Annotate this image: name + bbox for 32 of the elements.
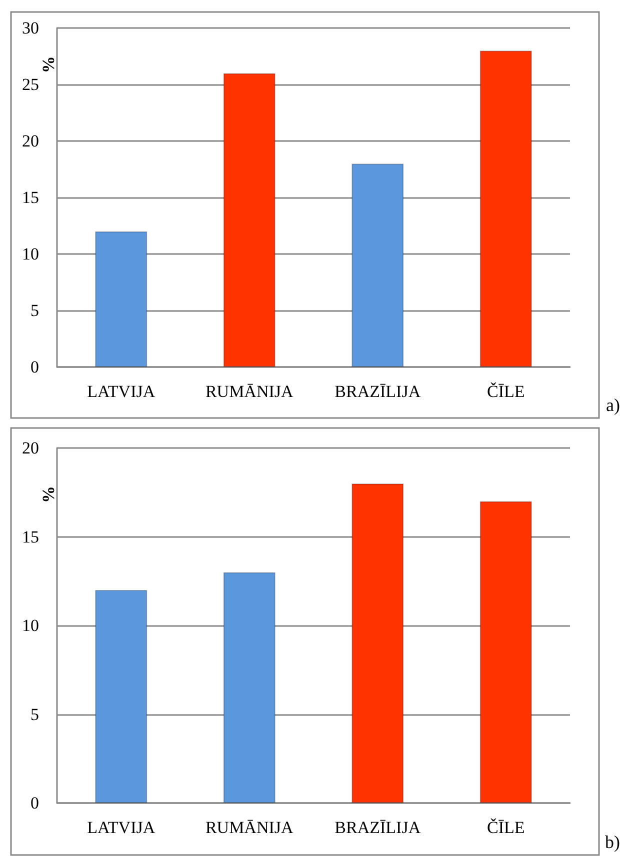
y-tick-label: 5 — [30, 704, 39, 724]
y-tick-label: 0 — [30, 794, 39, 812]
y-tick-label: 10 — [22, 616, 39, 635]
bar — [95, 231, 148, 367]
x-tick-label: LATVIJA — [87, 818, 156, 837]
y-tick-label: 20 — [22, 132, 39, 150]
bar — [480, 501, 532, 803]
bar — [480, 50, 532, 367]
x-tick-label: BRAZĪLIJA — [334, 818, 422, 837]
y-tick-label: 20 — [22, 438, 39, 458]
bar — [95, 590, 148, 803]
x-tick-label: RUMĀNIJA — [205, 818, 294, 837]
text: a) — [606, 395, 620, 415]
bar — [223, 73, 276, 367]
y-tick-label: 5 — [30, 301, 39, 320]
text: b) — [605, 832, 620, 852]
x-tick-label: BRAZĪLIJA — [334, 382, 422, 401]
bar — [352, 164, 404, 367]
x-tick-label: ČĪLE — [486, 818, 525, 837]
y-axis-title: % — [39, 56, 58, 74]
bar — [223, 572, 276, 803]
y-tick-label: 10 — [22, 244, 39, 264]
y-tick-label: 15 — [22, 527, 39, 546]
y-tick-label: 15 — [22, 188, 39, 207]
x-tick-label: RUMĀNIJA — [205, 382, 294, 401]
x-tick-label: ČĪLE — [486, 382, 525, 401]
y-tick-label: 25 — [22, 75, 39, 94]
x-tick-label: LATVIJA — [87, 382, 156, 401]
y-tick-label: 0 — [30, 358, 39, 376]
bar — [352, 484, 404, 803]
y-tick-label: 30 — [22, 18, 39, 38]
y-axis-title: % — [39, 486, 58, 503]
